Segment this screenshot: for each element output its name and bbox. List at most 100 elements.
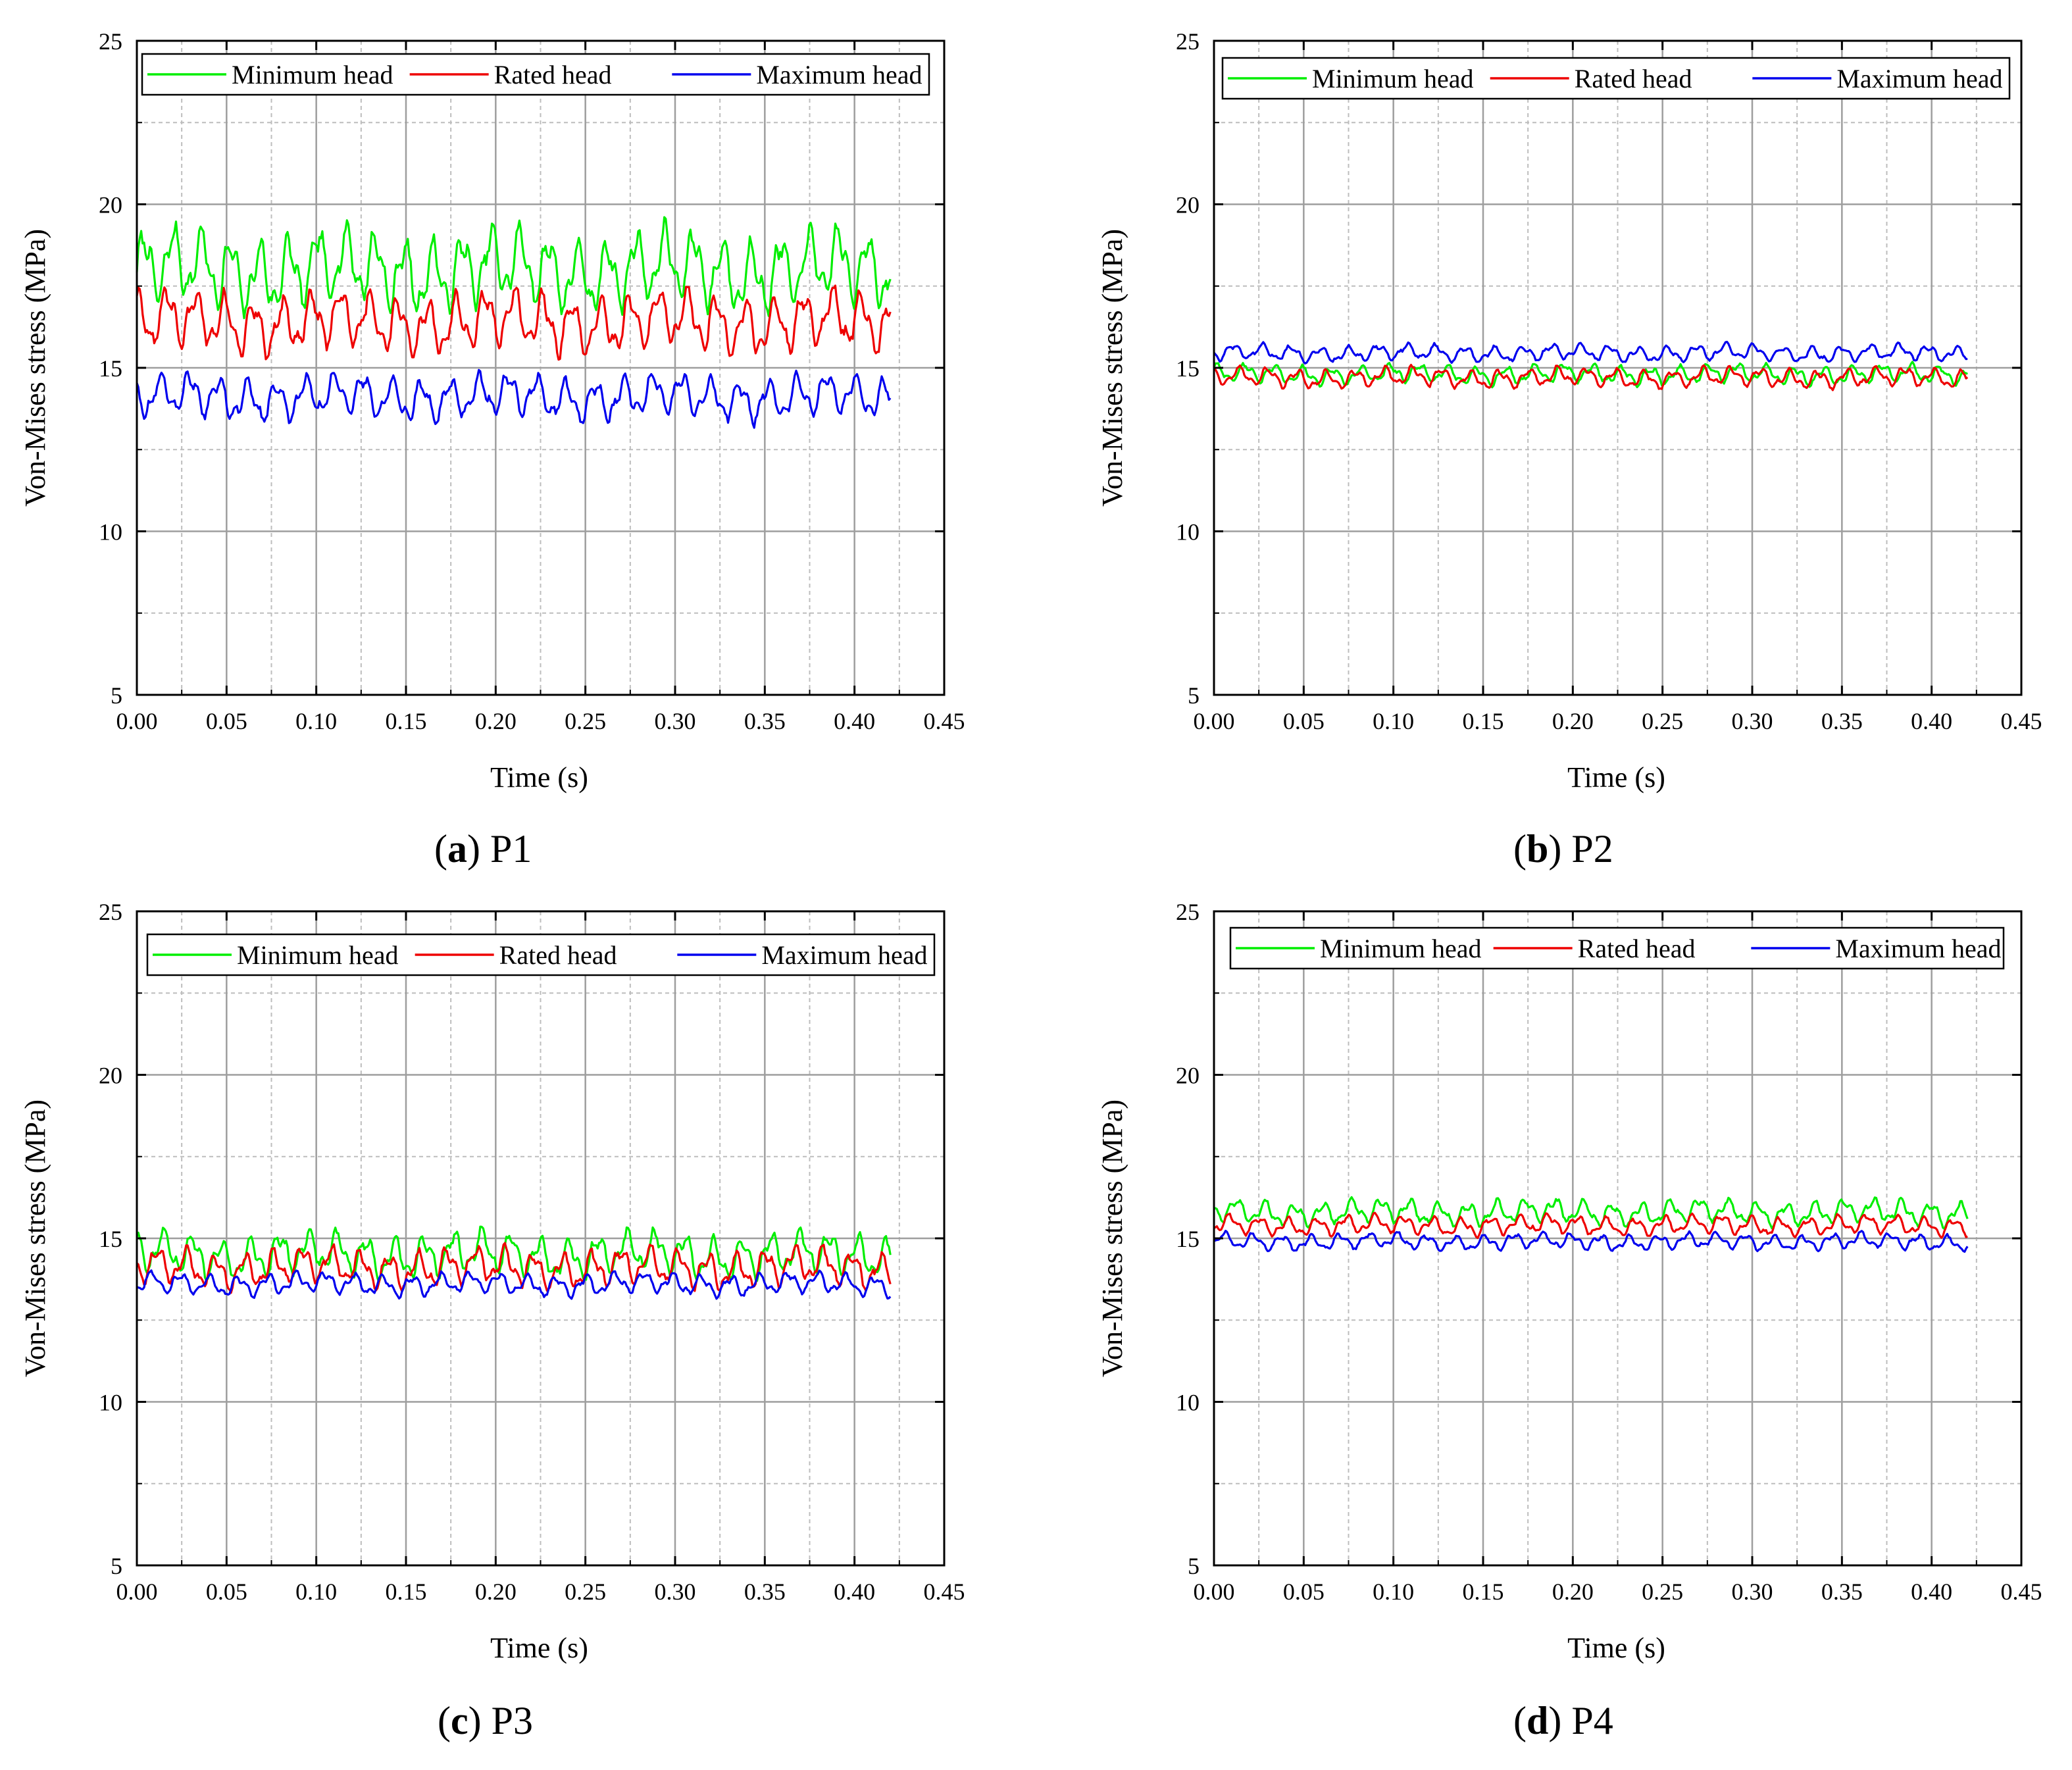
- x-tick-label: 0.15: [1463, 1579, 1504, 1605]
- x-tick-label: 0.00: [116, 708, 158, 734]
- legend-box: [141, 53, 930, 96]
- caption-open-paren: (: [1513, 1699, 1527, 1742]
- chart-panel-d: 0.00 0.05 0.10 0.15 0.20 0.25 0.30 0.35 0.40 0.45…: [1096, 899, 2042, 1742]
- x-tick-label: 0.30: [655, 1579, 696, 1605]
- y-tick-label: 10: [1176, 1390, 1200, 1416]
- y-tick-label: 25: [99, 899, 122, 925]
- x-tick-label: 0.00: [1194, 1579, 1235, 1605]
- legend: Minimum head Rated head Maximum head: [1221, 57, 2011, 100]
- chart-panel-b: 0.00 0.05 0.10 0.15 0.20 0.25 0.30 0.35 0.40 0.45…: [1096, 28, 2042, 871]
- panel-caption: (c) P3: [438, 1699, 533, 1742]
- legend-label: Minimum head: [1312, 64, 1474, 93]
- chart-panel-c: 0.00 0.05 0.10 0.15 0.20 0.25 0.30 0.35 0.40 0.45…: [19, 899, 965, 1742]
- legend-box: [1221, 57, 2011, 100]
- panel-caption: (d) P4: [1513, 1699, 1613, 1742]
- legend-label: Minimum head: [237, 940, 399, 970]
- x-tick-label: 0.15: [386, 708, 427, 734]
- x-tick-label: 0.35: [1821, 1579, 1863, 1605]
- x-tick-label: 0.30: [1732, 708, 1773, 734]
- y-tick-label: 15: [1176, 1226, 1200, 1252]
- legend-label: Maximum head: [1836, 64, 2002, 93]
- x-tick-label: 0.05: [1283, 708, 1325, 734]
- x-tick-label: 0.15: [386, 1579, 427, 1605]
- legend-label: Rated head: [499, 940, 617, 970]
- series-line-minimum-head: [136, 1225, 892, 1284]
- x-tick-label: 0.25: [565, 708, 606, 734]
- y-tick-label: 5: [111, 682, 122, 709]
- x-tick-label: 0.05: [206, 1579, 247, 1605]
- x-tick-label: 0.30: [655, 708, 696, 734]
- y-tick-label: 25: [1176, 28, 1200, 55]
- x-tick-label: 0.45: [924, 1579, 965, 1605]
- y-axis-label: Von-Mises stress (MPa): [19, 229, 51, 507]
- caption-text: P4: [1571, 1699, 1613, 1742]
- y-tick-label: 10: [99, 519, 122, 545]
- series-line-rated-head: [1213, 363, 1969, 392]
- series-line-rated-head: [1213, 1211, 1968, 1239]
- y-axis-label: Von-Mises stress (MPa): [1096, 229, 1128, 507]
- y-tick-label: 5: [1188, 1553, 1200, 1579]
- legend: Minimum head Rated head Maximum head: [1229, 926, 2005, 970]
- series-line-maximum-head: [136, 368, 892, 429]
- legend: Minimum head Rated head Maximum head: [141, 53, 930, 96]
- caption-close-paren: ): [1548, 1699, 1571, 1742]
- caption-open-paren: (: [1513, 827, 1527, 871]
- legend-label: Maximum head: [1835, 934, 2001, 963]
- x-tick-label: 0.10: [1373, 1579, 1414, 1605]
- legend-label: Maximum head: [756, 60, 922, 89]
- series-line-minimum-head: [136, 216, 892, 320]
- caption-close-paren: ): [1548, 827, 1571, 871]
- x-axis-label: Time (s): [1567, 1632, 1665, 1664]
- x-tick-label: 0.00: [116, 1579, 158, 1605]
- panel-caption: (a) P1: [434, 827, 532, 871]
- y-tick-label: 15: [99, 355, 122, 382]
- series-line-minimum-head: [1213, 361, 1969, 389]
- x-tick-label: 0.45: [2001, 1579, 2042, 1605]
- x-tick-label: 0.45: [924, 708, 965, 734]
- caption-close-paren: ): [468, 1699, 492, 1742]
- caption-text: P1: [490, 827, 532, 871]
- x-tick-label: 0.35: [744, 708, 786, 734]
- y-axis-label: Von-Mises stress (MPa): [19, 1100, 51, 1377]
- caption-open-paren: (: [434, 827, 447, 871]
- x-tick-label: 0.30: [1732, 1579, 1773, 1605]
- series-line-rated-head: [136, 284, 892, 361]
- x-tick-label: 0.25: [1642, 708, 1683, 734]
- x-tick-label: 0.20: [1552, 1579, 1594, 1605]
- chart-panel-a: 0.00 0.05 0.10 0.15 0.20 0.25 0.30 0.35 0.40 0.45…: [19, 28, 965, 871]
- x-tick-label: 0.35: [744, 1579, 786, 1605]
- y-axis-label: Von-Mises stress (MPa): [1096, 1100, 1128, 1377]
- x-axis-label: Time (s): [1567, 761, 1665, 794]
- series-line-maximum-head: [1213, 340, 1968, 365]
- y-tick-label: 10: [99, 1390, 122, 1416]
- legend-box: [146, 933, 936, 976]
- x-tick-label: 0.20: [475, 708, 517, 734]
- y-tick-label: 5: [111, 1553, 122, 1579]
- legend-label: Rated head: [1578, 934, 1696, 963]
- y-tick-label: 20: [99, 1063, 122, 1089]
- x-tick-label: 0.05: [206, 708, 247, 734]
- y-tick-label: 25: [1176, 899, 1200, 925]
- y-tick-label: 5: [1188, 682, 1200, 709]
- legend-label: Minimum head: [1320, 934, 1482, 963]
- y-tick-label: 15: [99, 1226, 122, 1252]
- caption-label: b: [1527, 827, 1548, 871]
- x-tick-label: 0.40: [834, 708, 875, 734]
- series-line-maximum-head: [1213, 1229, 1969, 1253]
- x-tick-label: 0.40: [834, 1579, 875, 1605]
- panel-caption: (b) P2: [1513, 827, 1613, 871]
- y-tick-label: 20: [1176, 192, 1200, 218]
- caption-label: d: [1527, 1699, 1548, 1742]
- x-tick-label: 0.15: [1463, 708, 1504, 734]
- series-line-maximum-head: [136, 1269, 892, 1300]
- y-tick-label: 20: [99, 192, 122, 218]
- x-tick-label: 0.25: [565, 1579, 606, 1605]
- x-tick-label: 0.10: [295, 708, 337, 734]
- legend-label: Rated head: [494, 60, 612, 89]
- caption-text: P2: [1571, 827, 1613, 871]
- caption-open-paren: (: [438, 1699, 451, 1742]
- caption-label: a: [447, 827, 467, 871]
- x-axis-label: Time (s): [490, 761, 588, 794]
- x-axis-label: Time (s): [490, 1632, 588, 1664]
- x-tick-label: 0.10: [295, 1579, 337, 1605]
